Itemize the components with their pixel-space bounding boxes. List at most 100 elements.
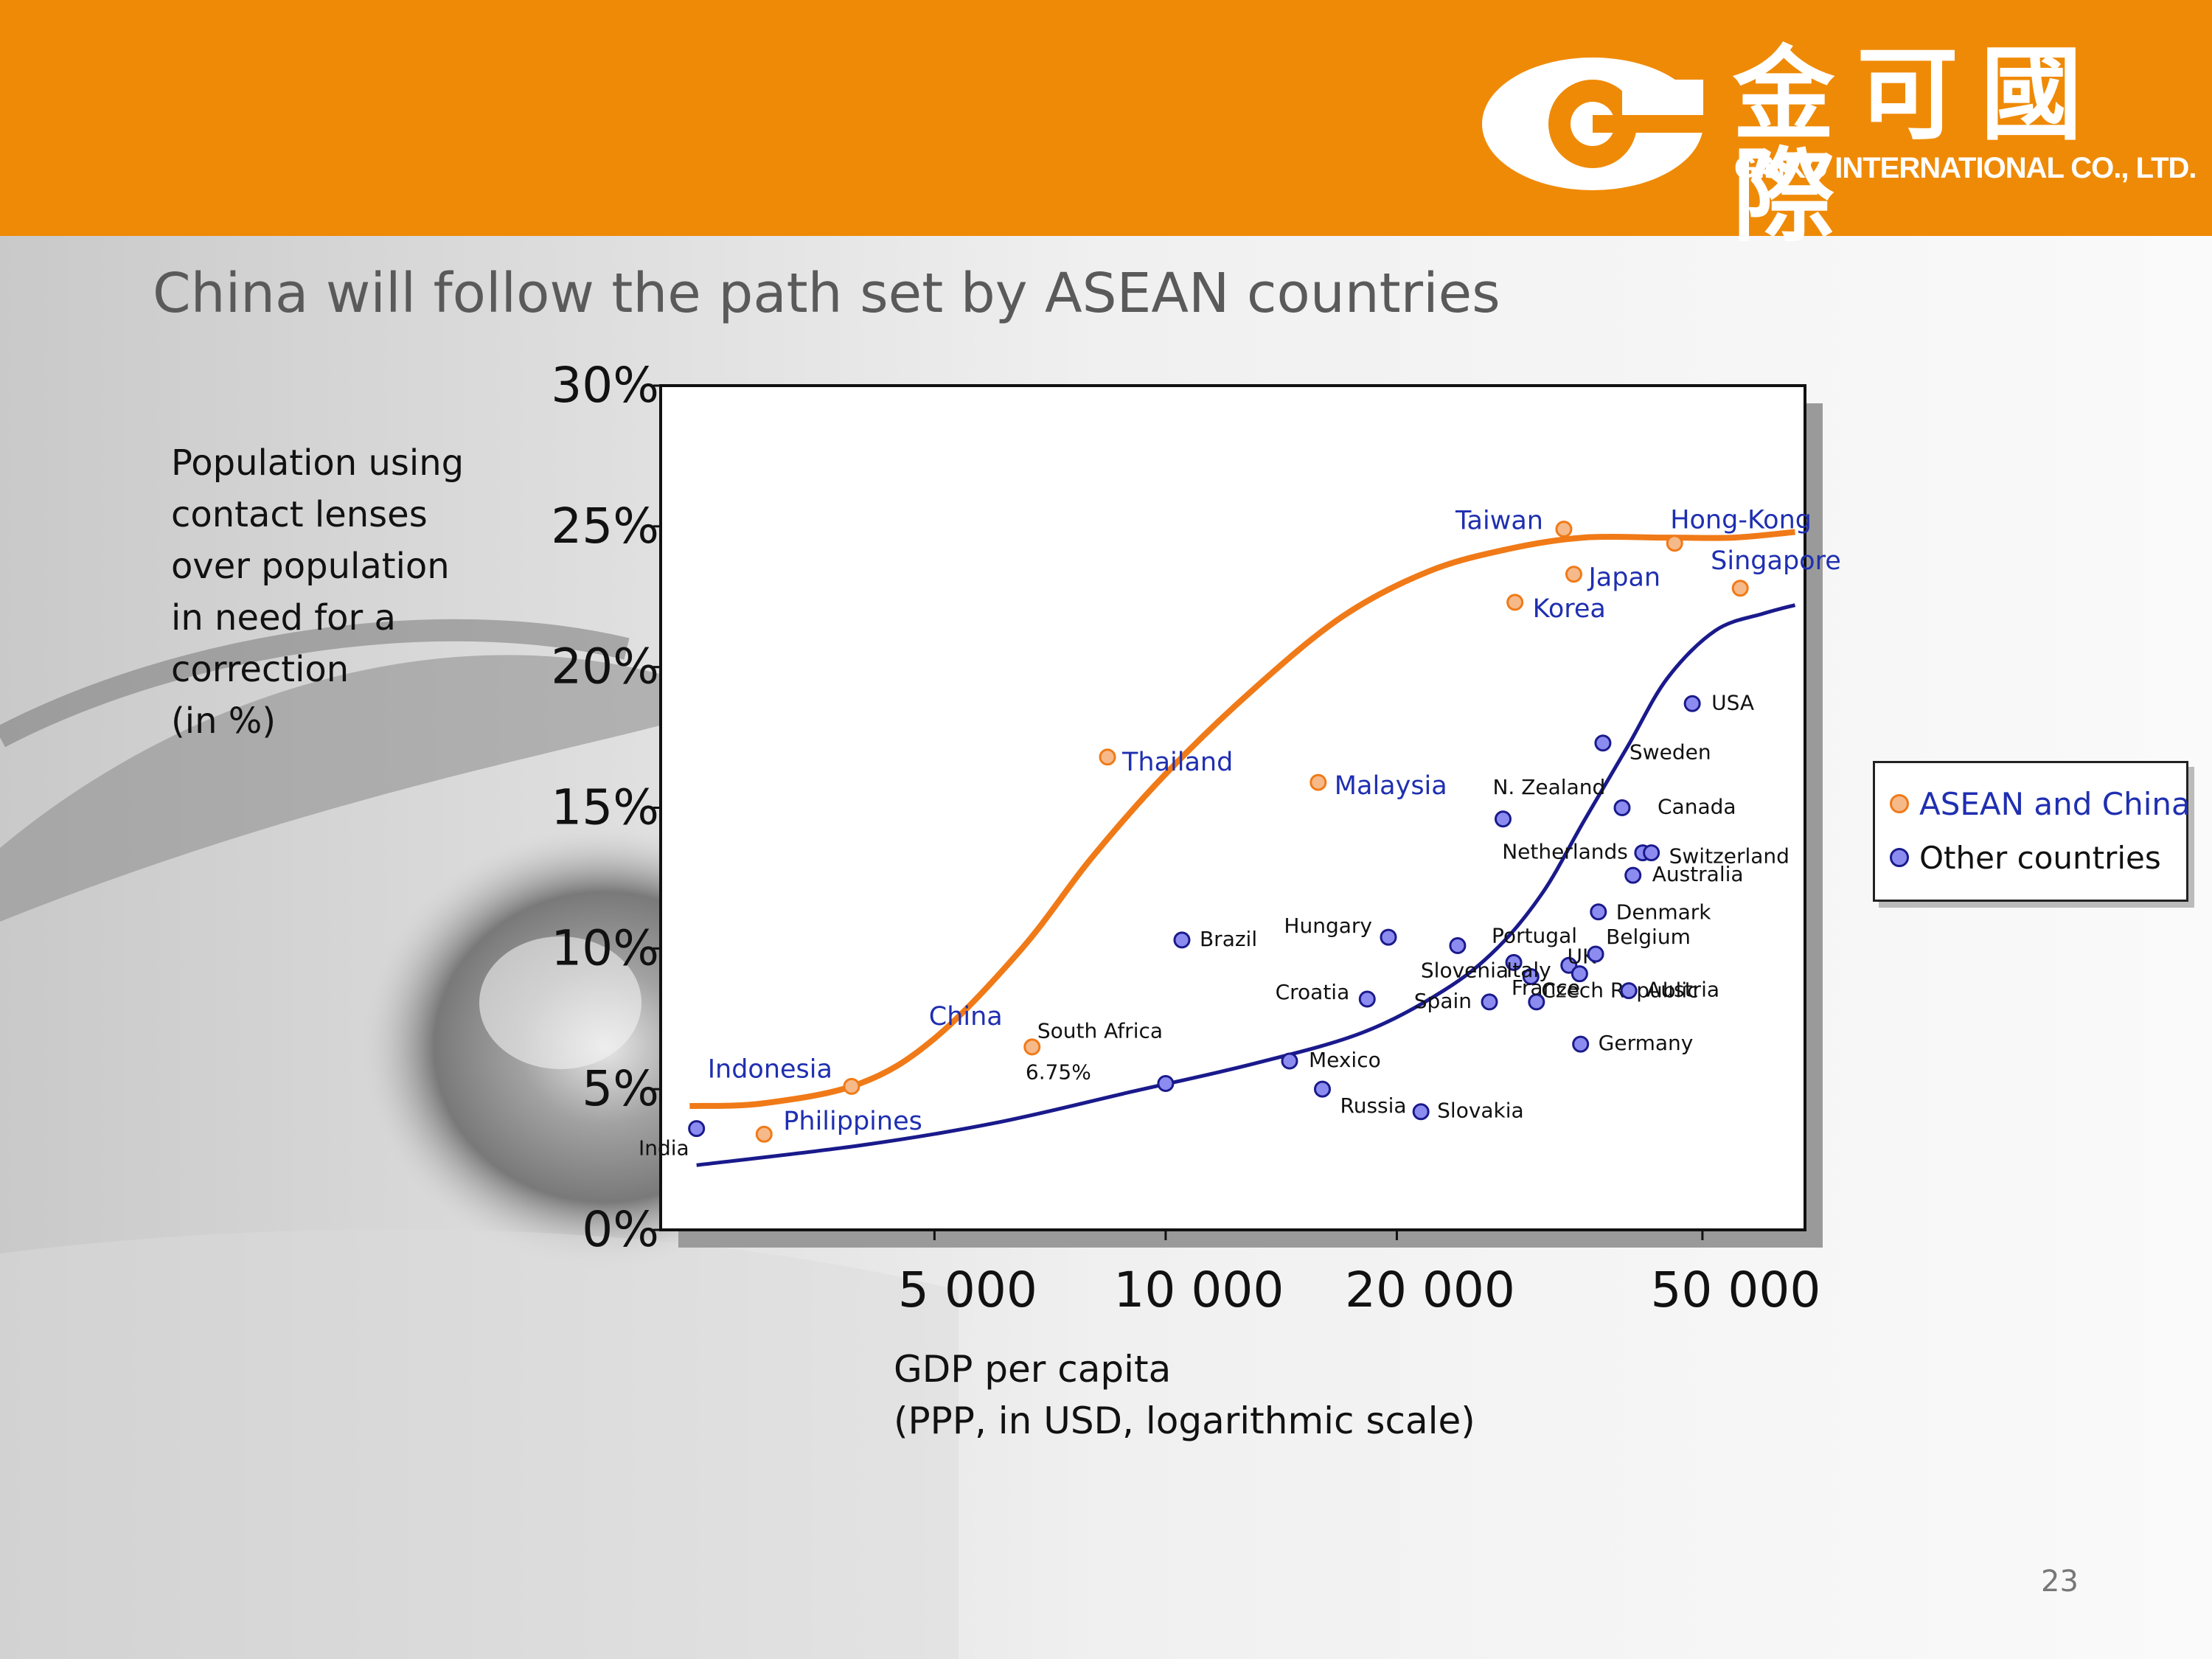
data-label-asean: Japan bbox=[1587, 563, 1660, 593]
data-point-asean bbox=[1310, 773, 1327, 791]
data-point-other bbox=[1505, 953, 1523, 971]
brand-name-english: GINKO INTERNATIONAL CO., LTD. bbox=[1734, 152, 2197, 184]
data-label-asean: Indonesia bbox=[708, 1054, 832, 1084]
data-label-other: Sweden bbox=[1630, 740, 1711, 765]
data-label-other: Czech Republic bbox=[1541, 978, 1698, 1003]
data-label-other: Italy bbox=[1506, 958, 1551, 982]
y-tick-label: 5% bbox=[582, 1060, 659, 1117]
ginko-logo-icon bbox=[1482, 58, 1703, 190]
data-point-asean bbox=[1666, 535, 1683, 552]
data-point-other bbox=[1624, 866, 1642, 884]
data-label-other: Belgium bbox=[1606, 925, 1691, 949]
x-axis-title-line: (PPP, in USD, logarithmic scale) bbox=[894, 1399, 1475, 1442]
data-point-other bbox=[1281, 1052, 1298, 1070]
y-axis-title-line: in need for a bbox=[171, 597, 396, 639]
data-label-other: Switzerland bbox=[1669, 844, 1790, 869]
data-point-other bbox=[1314, 1080, 1332, 1098]
y-tick-label: 30% bbox=[551, 357, 659, 414]
data-point-other bbox=[1571, 965, 1588, 983]
y-axis-title-line: (in %) bbox=[171, 700, 276, 742]
y-axis-title-line: correction bbox=[171, 649, 349, 690]
data-point-other bbox=[1380, 928, 1397, 946]
data-label-other: Canada bbox=[1658, 795, 1736, 819]
trend-line-asean-china bbox=[689, 529, 1795, 1110]
data-label-other: Austria bbox=[1646, 978, 1719, 1002]
data-point-other bbox=[1173, 931, 1191, 949]
data-label-other: Australia bbox=[1652, 862, 1744, 886]
data-point-asean bbox=[843, 1077, 860, 1095]
data-point-other bbox=[1587, 945, 1604, 963]
y-tick-label: 20% bbox=[551, 639, 659, 695]
data-point-other bbox=[1613, 799, 1631, 816]
data-label-other: France bbox=[1512, 975, 1580, 1000]
data-point-asean bbox=[1555, 521, 1573, 538]
legend-marker-other bbox=[1890, 848, 1909, 867]
page-number: 23 bbox=[2041, 1565, 2079, 1599]
data-point-other bbox=[1157, 1075, 1175, 1093]
x-tick-label: 5 000 bbox=[898, 1262, 1037, 1318]
data-label-other: Slovenia bbox=[1421, 959, 1509, 983]
annotation-label: 6.75% bbox=[1026, 1060, 1091, 1085]
legend-item-other: Other countries bbox=[1890, 835, 2161, 880]
data-label-other: Spain bbox=[1414, 989, 1472, 1013]
data-label-other: India bbox=[639, 1136, 689, 1161]
data-point-other bbox=[1358, 990, 1376, 1008]
y-axis-title-line: over population bbox=[171, 546, 450, 587]
data-label-asean: China bbox=[929, 1002, 1003, 1032]
brand-name-chinese: 金可國際 bbox=[1733, 35, 2105, 256]
data-label-asean: Philippines bbox=[783, 1107, 922, 1136]
y-tick-label: 10% bbox=[551, 919, 659, 976]
y-axis-title-line: contact lenses bbox=[171, 494, 428, 535]
legend-marker-asean bbox=[1890, 794, 1909, 813]
data-point-other bbox=[1560, 956, 1578, 974]
y-axis-title-line: Population using bbox=[171, 442, 465, 484]
data-label-other: USA bbox=[1711, 690, 1754, 714]
data-label-other: Mexico bbox=[1309, 1048, 1381, 1072]
trend-line-other-countries bbox=[696, 603, 1796, 1167]
data-point-other bbox=[1522, 968, 1540, 985]
x-tick-label: 20 000 bbox=[1345, 1262, 1515, 1318]
slide-title: China will follow the path set by ASEAN … bbox=[153, 262, 1500, 325]
data-point-other bbox=[1590, 903, 1607, 921]
data-label-asean: Taiwan bbox=[1455, 507, 1543, 536]
data-label-other: South Africa bbox=[1037, 1019, 1163, 1043]
data-point-asean bbox=[1099, 748, 1116, 766]
legend-item-asean: ASEAN and China bbox=[1890, 782, 2191, 826]
data-label-other: Germany bbox=[1599, 1031, 1694, 1055]
header-bar: 金可國際 GINKO INTERNATIONAL CO., LTD. bbox=[0, 0, 2212, 248]
data-point-other bbox=[1620, 982, 1638, 1000]
legend-label-asean: ASEAN and China bbox=[1919, 785, 2191, 822]
data-label-other: Russia bbox=[1340, 1093, 1407, 1118]
data-point-other bbox=[1572, 1035, 1590, 1053]
y-tick-label: 15% bbox=[551, 779, 659, 836]
x-tick-label: 10 000 bbox=[1113, 1262, 1284, 1318]
x-tick-label: 50 000 bbox=[1650, 1262, 1820, 1318]
data-point-other bbox=[1643, 844, 1660, 862]
y-tick-label: 25% bbox=[551, 498, 659, 554]
data-point-asean bbox=[1023, 1038, 1041, 1056]
data-point-other bbox=[1494, 810, 1512, 828]
data-point-asean bbox=[1565, 566, 1582, 583]
data-label-other: Denmark bbox=[1616, 900, 1711, 925]
data-label-other: Croatia bbox=[1276, 980, 1350, 1004]
data-point-other bbox=[1449, 937, 1467, 955]
data-label-other: Netherlands bbox=[1502, 840, 1628, 864]
data-point-other bbox=[1528, 993, 1545, 1011]
chart-legend: ASEAN and China Other countries bbox=[1873, 761, 2191, 902]
data-label-asean: Thailand bbox=[1121, 748, 1233, 777]
x-axis-title-line: GDP per capita bbox=[894, 1348, 1172, 1391]
data-label-other: Portugal bbox=[1492, 923, 1577, 947]
data-label-asean: Korea bbox=[1533, 594, 1606, 624]
data-point-asean bbox=[1506, 594, 1524, 611]
data-point-other bbox=[1683, 695, 1701, 712]
y-tick-label: 0% bbox=[582, 1201, 659, 1258]
plot-area bbox=[659, 384, 1806, 1231]
data-point-other bbox=[1412, 1103, 1430, 1121]
legend-label-other: Other countries bbox=[1919, 839, 2161, 876]
data-label-asean: Hong-Kong bbox=[1670, 506, 1812, 535]
data-label-other: Hungary bbox=[1284, 914, 1372, 938]
data-point-other bbox=[1481, 993, 1498, 1011]
data-label-other: N. Zealand bbox=[1492, 775, 1605, 799]
data-point-other bbox=[1594, 734, 1612, 752]
